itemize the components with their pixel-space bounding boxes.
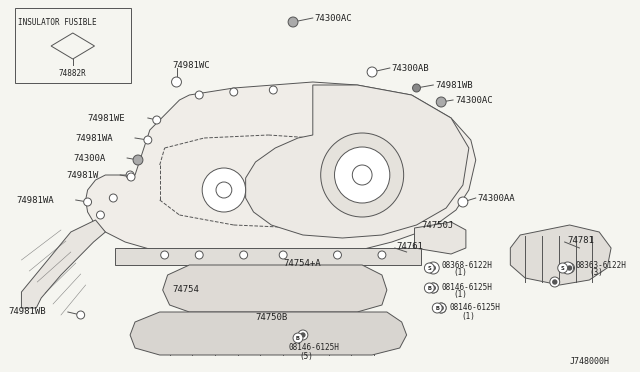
Polygon shape bbox=[510, 225, 611, 285]
Circle shape bbox=[436, 303, 446, 313]
Text: 74981W: 74981W bbox=[66, 170, 99, 180]
FancyBboxPatch shape bbox=[15, 8, 131, 83]
Circle shape bbox=[230, 88, 237, 96]
Circle shape bbox=[550, 277, 560, 287]
Circle shape bbox=[424, 283, 435, 293]
Circle shape bbox=[97, 211, 104, 219]
Circle shape bbox=[279, 251, 287, 259]
Circle shape bbox=[436, 97, 446, 107]
Text: 08146-6125H: 08146-6125H bbox=[449, 304, 500, 312]
Text: 74300AA: 74300AA bbox=[477, 193, 515, 202]
Polygon shape bbox=[115, 248, 422, 265]
Text: 74300AC: 74300AC bbox=[455, 96, 493, 105]
Circle shape bbox=[335, 147, 390, 203]
Circle shape bbox=[293, 333, 303, 343]
Text: 74981WB: 74981WB bbox=[435, 80, 473, 90]
Text: 74882R: 74882R bbox=[59, 68, 86, 77]
Text: 08146-6125H: 08146-6125H bbox=[441, 282, 492, 292]
Polygon shape bbox=[246, 85, 469, 238]
Circle shape bbox=[352, 165, 372, 185]
Circle shape bbox=[288, 17, 298, 27]
Text: B: B bbox=[435, 305, 439, 311]
Circle shape bbox=[153, 116, 161, 124]
Circle shape bbox=[127, 173, 135, 181]
Text: 74761: 74761 bbox=[397, 241, 424, 250]
Circle shape bbox=[301, 333, 305, 337]
Circle shape bbox=[553, 280, 557, 284]
Circle shape bbox=[195, 91, 203, 99]
Circle shape bbox=[378, 251, 386, 259]
Text: (1): (1) bbox=[453, 291, 467, 299]
Circle shape bbox=[562, 262, 573, 274]
Polygon shape bbox=[21, 220, 106, 308]
Circle shape bbox=[424, 263, 435, 273]
Circle shape bbox=[84, 198, 92, 206]
Circle shape bbox=[439, 306, 443, 310]
Circle shape bbox=[133, 155, 143, 165]
Text: 74981WE: 74981WE bbox=[88, 113, 125, 122]
Text: 74300AB: 74300AB bbox=[392, 64, 429, 73]
Text: S: S bbox=[428, 266, 431, 270]
Text: (1): (1) bbox=[453, 269, 467, 278]
Circle shape bbox=[109, 194, 117, 202]
Circle shape bbox=[428, 263, 438, 273]
Text: 74981WB: 74981WB bbox=[8, 308, 46, 317]
Polygon shape bbox=[86, 82, 476, 260]
Text: (1): (1) bbox=[461, 311, 475, 321]
Text: 08146-6125H: 08146-6125H bbox=[288, 343, 339, 353]
Circle shape bbox=[431, 286, 435, 290]
Text: INSULATOR FUSIBLE: INSULATOR FUSIBLE bbox=[19, 18, 97, 27]
Circle shape bbox=[458, 197, 468, 207]
Circle shape bbox=[321, 133, 404, 217]
Circle shape bbox=[413, 84, 420, 92]
Circle shape bbox=[126, 171, 134, 179]
Text: 74981WA: 74981WA bbox=[17, 196, 54, 205]
Text: 74750J: 74750J bbox=[422, 221, 454, 230]
Text: B: B bbox=[428, 285, 431, 291]
Circle shape bbox=[195, 251, 203, 259]
Circle shape bbox=[77, 311, 84, 319]
Circle shape bbox=[428, 262, 439, 274]
Text: 74300AC: 74300AC bbox=[315, 13, 353, 22]
Circle shape bbox=[144, 136, 152, 144]
Circle shape bbox=[161, 251, 168, 259]
Polygon shape bbox=[415, 222, 466, 254]
Circle shape bbox=[216, 182, 232, 198]
Circle shape bbox=[172, 77, 182, 87]
Circle shape bbox=[367, 67, 377, 77]
Text: (5): (5) bbox=[299, 352, 313, 360]
Circle shape bbox=[432, 303, 442, 313]
Circle shape bbox=[564, 263, 575, 273]
Text: (3): (3) bbox=[589, 269, 604, 278]
Text: 74981WC: 74981WC bbox=[173, 61, 210, 70]
Circle shape bbox=[269, 86, 277, 94]
Circle shape bbox=[333, 251, 342, 259]
Circle shape bbox=[557, 263, 568, 273]
Circle shape bbox=[568, 266, 572, 270]
Text: 74300A: 74300A bbox=[73, 154, 106, 163]
Text: 74981WA: 74981WA bbox=[76, 134, 113, 142]
Circle shape bbox=[436, 303, 446, 313]
Text: 08368-6122H: 08368-6122H bbox=[441, 260, 492, 269]
Text: J748000H: J748000H bbox=[570, 357, 609, 366]
Circle shape bbox=[428, 283, 438, 293]
Text: 74750B: 74750B bbox=[256, 314, 288, 323]
Text: 08363-6122H: 08363-6122H bbox=[575, 260, 627, 269]
Circle shape bbox=[428, 283, 438, 293]
Polygon shape bbox=[163, 265, 387, 312]
Text: S: S bbox=[561, 266, 564, 270]
Polygon shape bbox=[130, 312, 406, 355]
Circle shape bbox=[298, 330, 308, 340]
Circle shape bbox=[202, 168, 246, 212]
Text: 74781: 74781 bbox=[568, 235, 595, 244]
Circle shape bbox=[240, 251, 248, 259]
Text: 74754: 74754 bbox=[172, 285, 199, 295]
Circle shape bbox=[431, 266, 435, 270]
Text: B: B bbox=[296, 336, 300, 340]
Text: 74754+A: 74754+A bbox=[283, 259, 321, 267]
